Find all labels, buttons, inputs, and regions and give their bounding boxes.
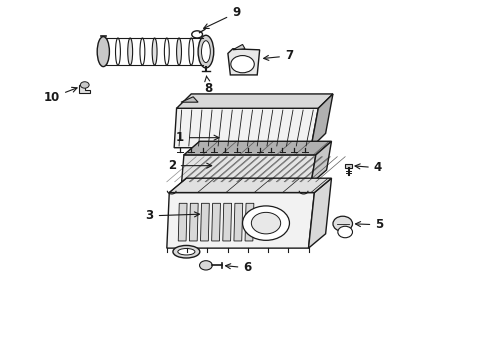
Text: 8: 8 [204, 76, 213, 95]
Circle shape [251, 212, 281, 234]
Polygon shape [190, 203, 198, 241]
Polygon shape [178, 203, 187, 241]
Ellipse shape [198, 35, 214, 68]
Ellipse shape [173, 246, 200, 258]
Polygon shape [212, 203, 220, 241]
Ellipse shape [176, 38, 181, 65]
Polygon shape [181, 97, 198, 102]
Ellipse shape [201, 41, 210, 63]
Polygon shape [167, 193, 315, 248]
Polygon shape [234, 203, 243, 241]
Polygon shape [309, 178, 331, 248]
Ellipse shape [333, 216, 352, 231]
Polygon shape [311, 94, 333, 148]
Text: 4: 4 [355, 161, 382, 174]
Text: 1: 1 [176, 131, 219, 144]
Polygon shape [245, 203, 254, 241]
Circle shape [199, 261, 212, 270]
Polygon shape [223, 203, 232, 241]
Polygon shape [233, 44, 245, 50]
Ellipse shape [338, 226, 352, 238]
Polygon shape [200, 203, 209, 241]
Polygon shape [79, 85, 90, 93]
Ellipse shape [103, 38, 108, 65]
Text: 2: 2 [168, 159, 212, 172]
Polygon shape [176, 94, 333, 108]
Circle shape [231, 55, 254, 73]
Ellipse shape [178, 248, 195, 255]
Text: 5: 5 [356, 218, 384, 231]
Ellipse shape [152, 38, 157, 65]
Polygon shape [174, 108, 318, 148]
Text: 9: 9 [204, 6, 240, 28]
Text: 3: 3 [146, 210, 199, 222]
Circle shape [243, 206, 290, 240]
Text: 7: 7 [264, 49, 293, 62]
Polygon shape [228, 49, 260, 75]
Ellipse shape [128, 38, 133, 65]
Polygon shape [169, 178, 331, 193]
Circle shape [80, 82, 89, 88]
Text: 6: 6 [225, 261, 251, 274]
Polygon shape [181, 155, 316, 184]
Text: 10: 10 [44, 87, 77, 104]
Polygon shape [184, 141, 331, 155]
Ellipse shape [97, 37, 109, 67]
Polygon shape [344, 163, 352, 168]
Polygon shape [311, 141, 331, 184]
Ellipse shape [201, 38, 206, 65]
